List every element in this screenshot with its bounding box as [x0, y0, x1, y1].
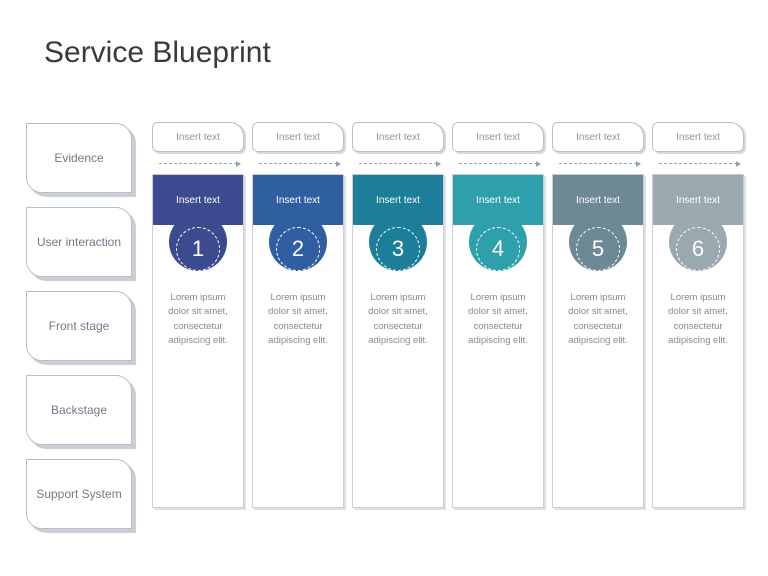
step-number-circle: 1	[176, 227, 220, 271]
card-header: Insert text	[153, 175, 243, 225]
sidebar-item-backstage: Backstage	[26, 375, 132, 445]
step-number-circle: 4	[476, 227, 520, 271]
sidebar-label: Support System	[26, 459, 132, 529]
sidebar-label: Evidence	[26, 123, 132, 193]
top-bubble-label: Insert text	[352, 122, 444, 152]
card-header: Insert text	[653, 175, 743, 225]
column-2: Insert text Insert text 2 Lorem ipsum do…	[252, 122, 344, 508]
card-header: Insert text	[253, 175, 343, 225]
step-number-circle: 2	[276, 227, 320, 271]
top-bubble: Insert text	[352, 122, 444, 152]
top-bubble: Insert text	[552, 122, 644, 152]
step-card: Insert text 3 Lorem ipsum dolor sit amet…	[352, 174, 444, 508]
card-body-text: Lorem ipsum dolor sit amet, consectetur …	[353, 285, 443, 354]
step-card: Insert text 2 Lorem ipsum dolor sit amet…	[252, 174, 344, 508]
card-header: Insert text	[353, 175, 443, 225]
arrow-icon	[352, 158, 444, 168]
card-body-text: Lorem ipsum dolor sit amet, consectetur …	[253, 285, 343, 354]
top-bubble-label: Insert text	[552, 122, 644, 152]
step-number-circle: 3	[376, 227, 420, 271]
sidebar-label: Front stage	[26, 291, 132, 361]
arrow-icon	[652, 158, 744, 168]
step-card: Insert text 6 Lorem ipsum dolor sit amet…	[652, 174, 744, 508]
top-bubble: Insert text	[252, 122, 344, 152]
sidebar-item-support-system: Support System	[26, 459, 132, 529]
sidebar-item-evidence: Evidence	[26, 123, 132, 193]
column-3: Insert text Insert text 3 Lorem ipsum do…	[352, 122, 444, 508]
step-number-circle: 6	[676, 227, 720, 271]
top-bubble-label: Insert text	[252, 122, 344, 152]
card-header: Insert text	[553, 175, 643, 225]
sidebar: Evidence User interaction Front stage Ba…	[26, 123, 132, 543]
sidebar-label: User interaction	[26, 207, 132, 277]
top-bubble-label: Insert text	[152, 122, 244, 152]
card-header: Insert text	[453, 175, 543, 225]
column-1: Insert text Insert text 1 Lorem ipsum do…	[152, 122, 244, 508]
sidebar-label: Backstage	[26, 375, 132, 445]
page-title: Service Blueprint	[44, 36, 271, 70]
step-card: Insert text 5 Lorem ipsum dolor sit amet…	[552, 174, 644, 508]
arrow-icon	[252, 158, 344, 168]
column-5: Insert text Insert text 5 Lorem ipsum do…	[552, 122, 644, 508]
arrow-icon	[552, 158, 644, 168]
card-body-text: Lorem ipsum dolor sit amet, consectetur …	[453, 285, 543, 354]
arrow-icon	[152, 158, 244, 168]
sidebar-item-front-stage: Front stage	[26, 291, 132, 361]
top-bubble-label: Insert text	[652, 122, 744, 152]
column-6: Insert text Insert text 6 Lorem ipsum do…	[652, 122, 744, 508]
step-card: Insert text 1 Lorem ipsum dolor sit amet…	[152, 174, 244, 508]
card-body-text: Lorem ipsum dolor sit amet, consectetur …	[553, 285, 643, 354]
top-bubble-label: Insert text	[452, 122, 544, 152]
columns-container: Insert text Insert text 1 Lorem ipsum do…	[152, 122, 744, 508]
top-bubble: Insert text	[152, 122, 244, 152]
top-bubble: Insert text	[652, 122, 744, 152]
step-card: Insert text 4 Lorem ipsum dolor sit amet…	[452, 174, 544, 508]
card-body-text: Lorem ipsum dolor sit amet, consectetur …	[153, 285, 243, 354]
top-bubble: Insert text	[452, 122, 544, 152]
sidebar-item-user-interaction: User interaction	[26, 207, 132, 277]
card-body-text: Lorem ipsum dolor sit amet, consectetur …	[653, 285, 743, 354]
step-number-circle: 5	[576, 227, 620, 271]
column-4: Insert text Insert text 4 Lorem ipsum do…	[452, 122, 544, 508]
arrow-icon	[452, 158, 544, 168]
